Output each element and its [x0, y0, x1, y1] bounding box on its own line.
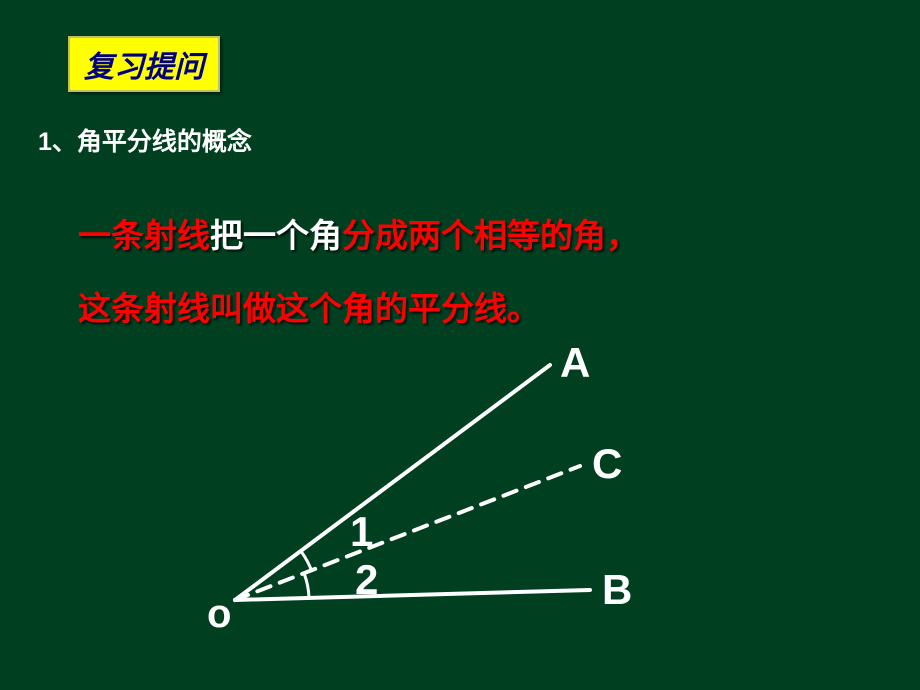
angle-label-2: 2	[355, 556, 378, 604]
vertex-label-o: o	[207, 592, 231, 637]
header-box: 复习提问	[68, 36, 220, 92]
point-label-c: C	[592, 440, 622, 488]
angle-diagram: o A C B 12	[200, 330, 700, 650]
subheading: 1、角平分线的概念	[38, 122, 252, 158]
angle-label-1: 1	[350, 508, 373, 556]
definition-text: 一条射线把一个角分成两个相等的角， 这条射线叫做这个角的平分线。	[78, 200, 639, 345]
point-label-a: A	[560, 339, 590, 387]
point-label-b: B	[602, 566, 632, 614]
subheading-text: 1、角平分线的概念	[38, 128, 252, 156]
header-text: 复习提问	[84, 51, 204, 84]
